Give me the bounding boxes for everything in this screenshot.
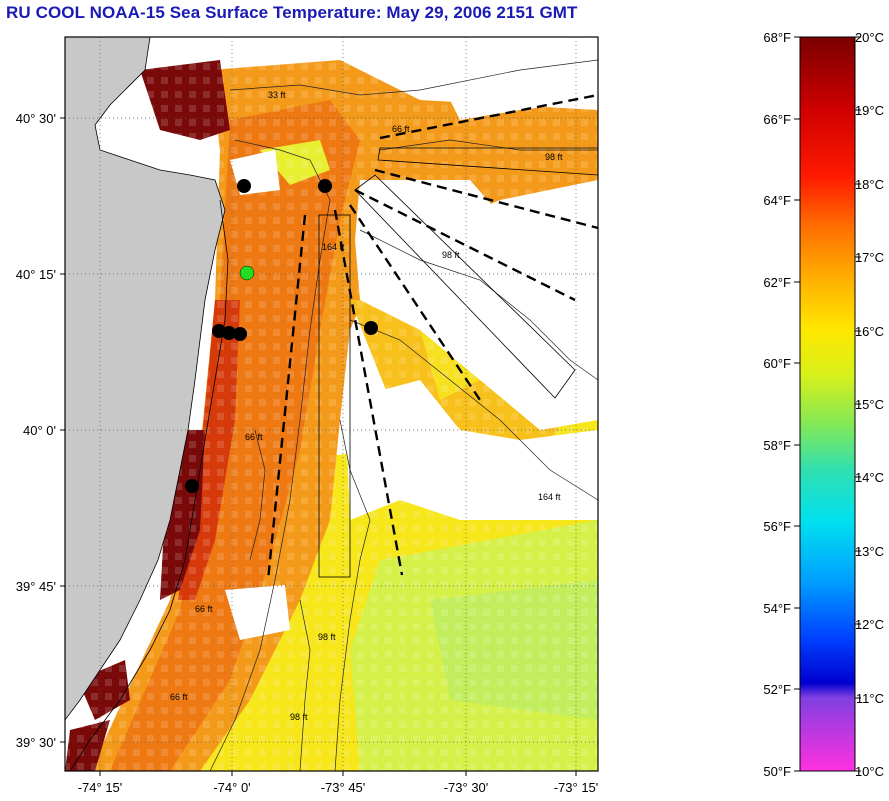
c-label: 20°C — [855, 30, 884, 45]
station-marker[interactable] — [237, 179, 251, 193]
colorbar: 68°F 66°F 64°F 62°F 60°F 58°F 56°F 54°F … — [763, 30, 884, 779]
c-label: 14°C — [855, 470, 884, 485]
survey-boxes — [318, 147, 598, 578]
station-marker[interactable] — [222, 326, 236, 340]
depth-label: 66 ft — [195, 604, 213, 614]
colorbar-gradient — [799, 36, 856, 772]
c-label: 12°C — [855, 617, 884, 632]
depth-label: 98 ft — [545, 152, 563, 162]
c-label: 19°C — [855, 103, 884, 118]
land-new-jersey — [65, 37, 226, 721]
c-label: 10°C — [855, 764, 884, 779]
depth-label: 164 ft — [322, 242, 345, 252]
lon-label: -73° 15' — [554, 780, 599, 795]
f-label: 52°F — [763, 682, 791, 697]
stations — [185, 179, 378, 493]
lat-label: 39° 45' — [16, 579, 56, 594]
f-label: 66°F — [763, 112, 791, 127]
frame-ticks — [60, 117, 577, 776]
celsius-labels: 20°C 19°C 18°C 17°C 16°C 15°C 14°C 13°C … — [855, 30, 884, 779]
f-label: 68°F — [763, 30, 791, 45]
c-label: 16°C — [855, 324, 884, 339]
depth-label: 66 ft — [170, 692, 188, 702]
station-marker[interactable] — [318, 179, 332, 193]
depth-label: 66 ft — [392, 124, 410, 134]
depth-label: 98 ft — [290, 712, 308, 722]
f-label: 64°F — [763, 193, 791, 208]
f-label: 56°F — [763, 519, 791, 534]
c-label: 15°C — [855, 397, 884, 412]
map-frame — [64, 36, 599, 772]
depth-labels: 33 ft 66 ft 98 ft 164 ft 98 ft 164 ft 66… — [170, 90, 563, 722]
lat-label: 40° 0' — [23, 423, 56, 438]
lat-label: 39° 30' — [16, 735, 56, 750]
latitude-labels: 40° 30' 40° 15' 40° 0' 39° 45' 39° 30' — [16, 111, 56, 750]
f-label: 50°F — [763, 764, 791, 779]
f-label: 62°F — [763, 275, 791, 290]
depth-label: 66 ft — [245, 432, 263, 442]
lon-label: -74° 0' — [213, 780, 250, 795]
c-label: 13°C — [855, 544, 884, 559]
lon-label: -73° 45' — [321, 780, 366, 795]
depth-label: 33 ft — [268, 90, 286, 100]
lon-label: -73° 30' — [444, 780, 489, 795]
lat-label: 40° 15' — [16, 267, 56, 282]
transect-lines — [266, 93, 598, 581]
f-label: 58°F — [763, 438, 791, 453]
graticule — [65, 37, 598, 771]
station-marker[interactable] — [233, 327, 247, 341]
map-title: RU COOL NOAA-15 Sea Surface Temperature:… — [6, 3, 578, 22]
fahrenheit-labels: 68°F 66°F 64°F 62°F 60°F 58°F 56°F 54°F … — [763, 30, 791, 779]
lon-label: -74° 15' — [78, 780, 123, 795]
f-label: 54°F — [763, 601, 791, 616]
colorbar-ticks — [794, 36, 861, 772]
longitude-labels: -74° 15' -74° 0' -73° 45' -73° 30' -73° … — [78, 780, 599, 795]
map-panel: 33 ft 66 ft 98 ft 164 ft 98 ft 164 ft 66… — [65, 37, 598, 771]
station-marker[interactable] — [364, 321, 378, 335]
station-marker[interactable] — [185, 479, 199, 493]
f-label: 60°F — [763, 356, 791, 371]
lat-label: 40° 30' — [16, 111, 56, 126]
depth-label: 98 ft — [442, 250, 460, 260]
c-label: 11°C — [856, 691, 884, 706]
c-label: 17°C — [855, 250, 884, 265]
depth-label: 98 ft — [318, 632, 336, 642]
c-label: 18°C — [855, 177, 884, 192]
depth-label: 164 ft — [538, 492, 561, 502]
station-marker-green[interactable] — [239, 265, 255, 281]
